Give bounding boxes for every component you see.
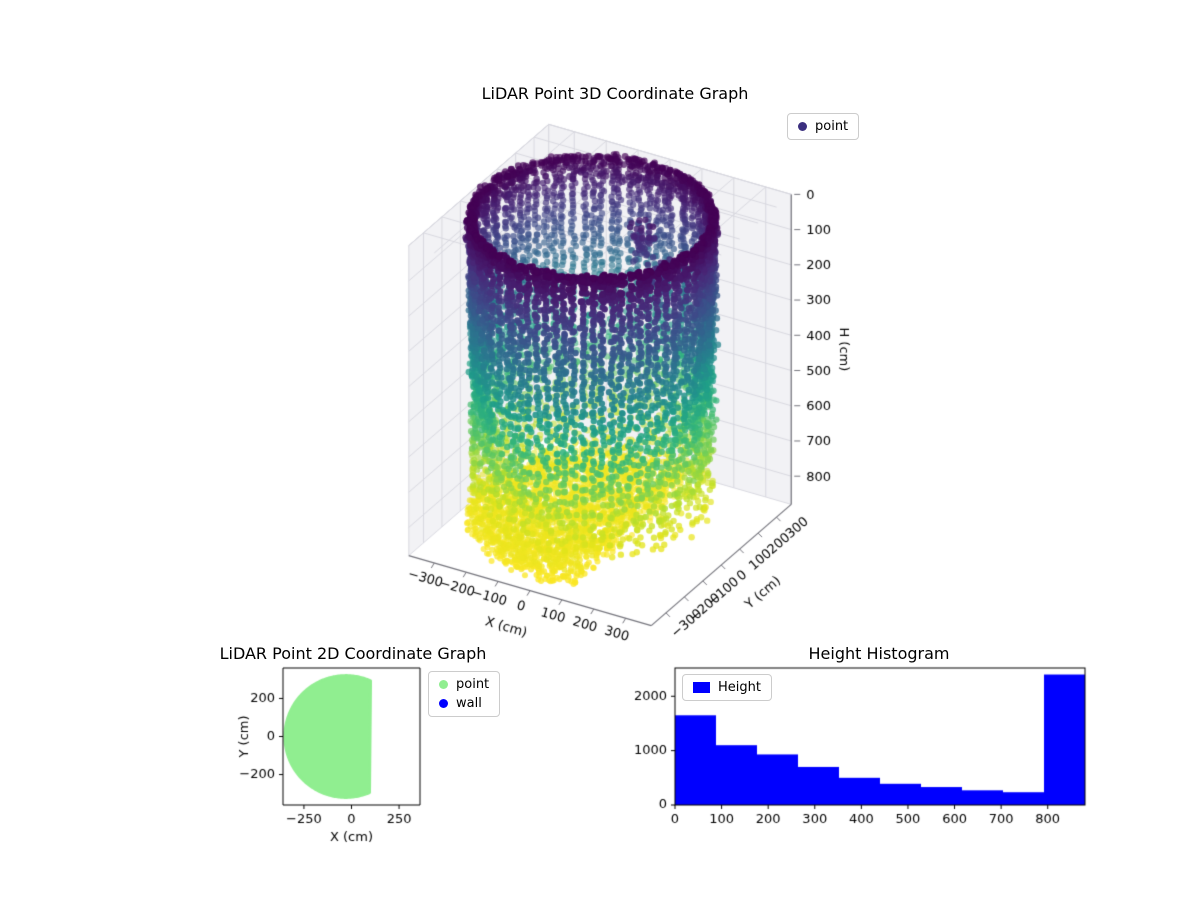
legend-item-wall: wall bbox=[439, 696, 489, 711]
plot2d-legend: point wall bbox=[428, 671, 501, 717]
wall-marker-icon bbox=[439, 699, 448, 708]
plot3d-legend: point bbox=[787, 113, 860, 140]
legend-item-point: point bbox=[439, 677, 489, 692]
plot2d-title: LiDAR Point 2D Coordinate Graph bbox=[219, 644, 487, 663]
height-patch-icon bbox=[693, 682, 710, 693]
lidar-3d-plot-canvas bbox=[240, 95, 900, 670]
legend-label-point: point bbox=[456, 677, 490, 692]
legend-label-point: point bbox=[815, 119, 849, 134]
legend-label-wall: wall bbox=[456, 696, 482, 711]
histogram-legend: Height bbox=[682, 674, 772, 701]
legend-label-height: Height bbox=[718, 680, 761, 695]
point-marker-icon bbox=[798, 122, 807, 131]
plot3d-title: LiDAR Point 3D Coordinate Graph bbox=[481, 84, 749, 103]
legend-item-point: point bbox=[798, 119, 848, 134]
point-marker-icon bbox=[439, 680, 448, 689]
lidar-2d-plot-canvas bbox=[225, 658, 445, 868]
histogram-title: Height Histogram bbox=[808, 644, 950, 663]
legend-item-height: Height bbox=[693, 680, 761, 695]
